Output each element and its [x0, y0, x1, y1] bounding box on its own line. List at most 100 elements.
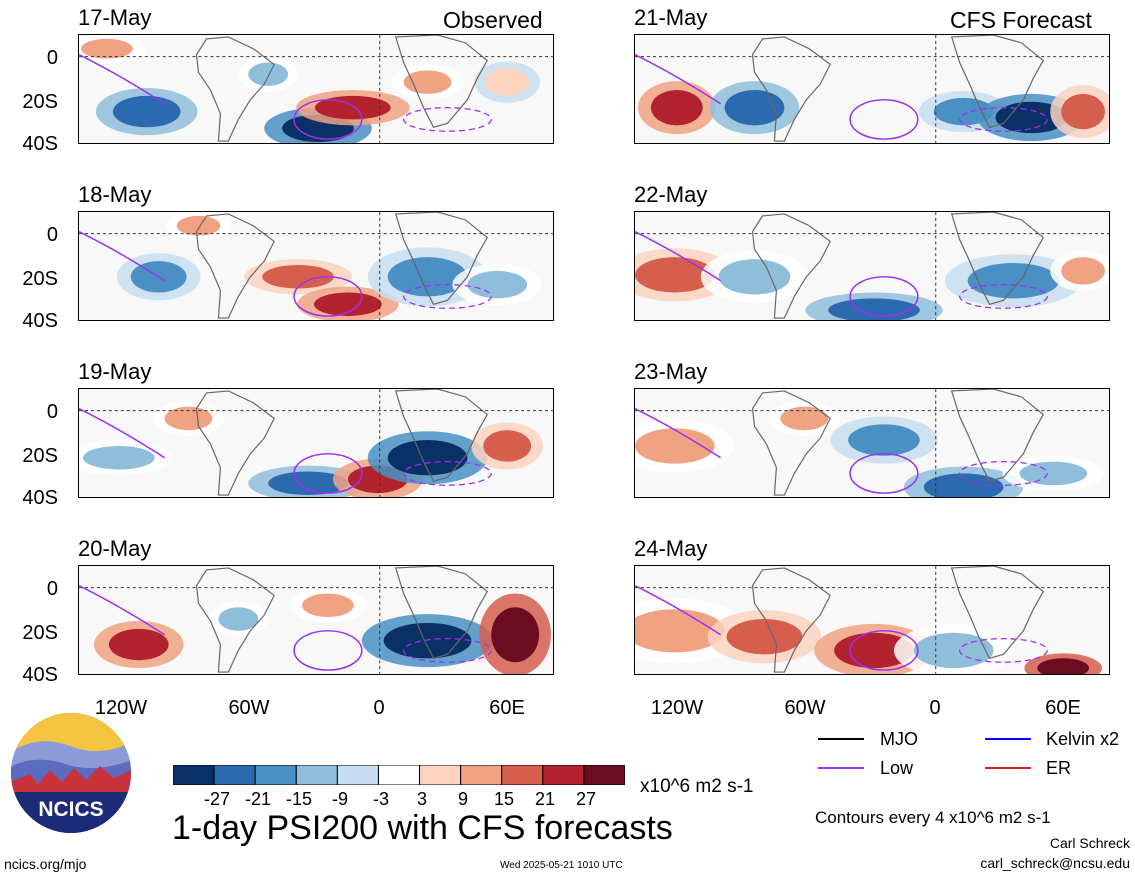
anomaly-core — [726, 619, 803, 655]
er-legend-line — [985, 767, 1031, 769]
colorbar-label: 21 — [534, 789, 556, 809]
low-contour — [293, 276, 363, 317]
low-contour — [293, 453, 363, 494]
colorbar — [172, 764, 626, 786]
panel-date-forecast-1: 21-May — [634, 5, 708, 30]
low-contour — [79, 230, 166, 282]
low-contour — [293, 99, 363, 140]
map-panel-forecast-3 — [634, 388, 1110, 498]
africa-outline — [394, 566, 489, 659]
email[interactable]: carl_schreck@ncsu.edu — [980, 855, 1130, 871]
anomaly-core — [302, 593, 354, 618]
panel-date-forecast-2: 22-May — [634, 182, 708, 207]
anomaly-core — [1061, 93, 1106, 130]
ytick-20s: 20S — [22, 91, 58, 113]
anomaly-core — [780, 406, 829, 431]
anomaly-core — [848, 424, 920, 456]
low-contour-dashed — [402, 638, 492, 663]
low-contour-dashed — [958, 638, 1048, 663]
low-contour — [849, 630, 919, 671]
panel-date-observed-4: 20-May — [78, 536, 152, 561]
anomaly-core — [80, 38, 133, 59]
ytick-40s: 40S — [22, 487, 58, 509]
africa-outline — [394, 35, 489, 128]
anomaly-core — [650, 89, 703, 126]
anomaly-core — [483, 430, 532, 462]
south-america-outline — [195, 213, 275, 319]
anomaly-core — [387, 257, 468, 297]
low-contour-dashed — [402, 461, 492, 486]
ytick-40s: 40S — [22, 133, 58, 155]
ytick-40s: 40S — [22, 664, 58, 686]
map-panel-forecast-1 — [634, 34, 1110, 144]
anomaly-core — [467, 270, 528, 299]
africa-outline — [950, 212, 1045, 305]
xtick-120w: 120W — [650, 697, 704, 719]
anomaly-core — [635, 257, 715, 293]
anomaly-core — [913, 632, 994, 669]
low-contour — [849, 453, 919, 494]
anomaly-core — [164, 406, 213, 431]
panel-date-observed-2: 18-May — [78, 182, 152, 207]
anomaly-core — [1061, 257, 1106, 285]
colorbar-label: -9 — [331, 789, 348, 809]
colorbar-swatch — [542, 764, 585, 786]
africa-outline — [950, 389, 1045, 482]
mjo-legend-line — [818, 738, 864, 740]
south-america-outline — [195, 567, 275, 673]
africa-outline — [394, 212, 489, 305]
low-contour — [79, 407, 166, 459]
low-contour — [635, 53, 722, 105]
anomaly-core — [718, 259, 791, 295]
logo-text: NCICS — [38, 798, 103, 821]
low-legend-label: Low — [880, 758, 914, 778]
colorbar-swatch — [213, 764, 256, 786]
xtick-0: 0 — [373, 697, 385, 719]
low-contour — [635, 407, 722, 459]
anomaly-core — [262, 265, 334, 289]
low-legend-line — [818, 767, 864, 769]
africa-outline — [950, 35, 1045, 128]
colorbar-swatch — [419, 764, 462, 786]
anomaly-core — [268, 471, 348, 496]
colorbar-swatch — [295, 764, 338, 786]
mjo-legend-label: MJO — [880, 729, 918, 749]
anomaly-core — [403, 70, 452, 94]
anomaly-core — [724, 89, 785, 126]
low-contour-dashed — [402, 107, 492, 132]
ytick-20s: 20S — [22, 445, 58, 467]
ytick-0: 0 — [46, 401, 58, 423]
xtick-60w: 60W — [784, 697, 826, 719]
map-panel-forecast-4 — [634, 565, 1110, 675]
anomaly-core — [383, 622, 472, 659]
africa-outline — [394, 389, 489, 482]
xtick-0: 0 — [929, 697, 941, 719]
south-america-outline — [751, 36, 831, 142]
timestamp: Wed 2025-05-21 1010 UTC — [500, 860, 623, 871]
panel-date-observed-3: 19-May — [78, 359, 152, 384]
colorbar-units: x10^6 m2 s-1 — [640, 776, 754, 797]
anomaly-core — [82, 445, 155, 470]
ytick-0: 0 — [46, 224, 58, 246]
colorbar-label: 9 — [457, 789, 468, 809]
anomaly-core — [248, 62, 289, 87]
xtick-60e: 60E — [1045, 697, 1081, 719]
colorbar-label: -27 — [203, 789, 230, 809]
ytick-0: 0 — [46, 47, 58, 69]
website-link[interactable]: ncics.org/mjo — [4, 856, 87, 872]
anomaly-core — [314, 292, 382, 317]
south-america-outline — [751, 213, 831, 319]
figure-title: 1-day PSI200 with CFS forecasts — [172, 809, 673, 847]
south-america-outline — [751, 390, 831, 496]
anomaly-core — [108, 628, 169, 661]
map-panel-forecast-2 — [634, 211, 1110, 321]
south-america-outline — [195, 390, 275, 496]
colorbar-swatch — [377, 764, 421, 786]
colorbar-swatch — [254, 764, 297, 786]
colorbar-swatch — [583, 764, 626, 786]
colorbar-label: 15 — [493, 789, 515, 809]
anomaly-core — [387, 440, 468, 476]
anomaly-core — [112, 95, 181, 128]
er-legend-label: ER — [1046, 758, 1072, 778]
anomaly-core — [315, 95, 391, 120]
